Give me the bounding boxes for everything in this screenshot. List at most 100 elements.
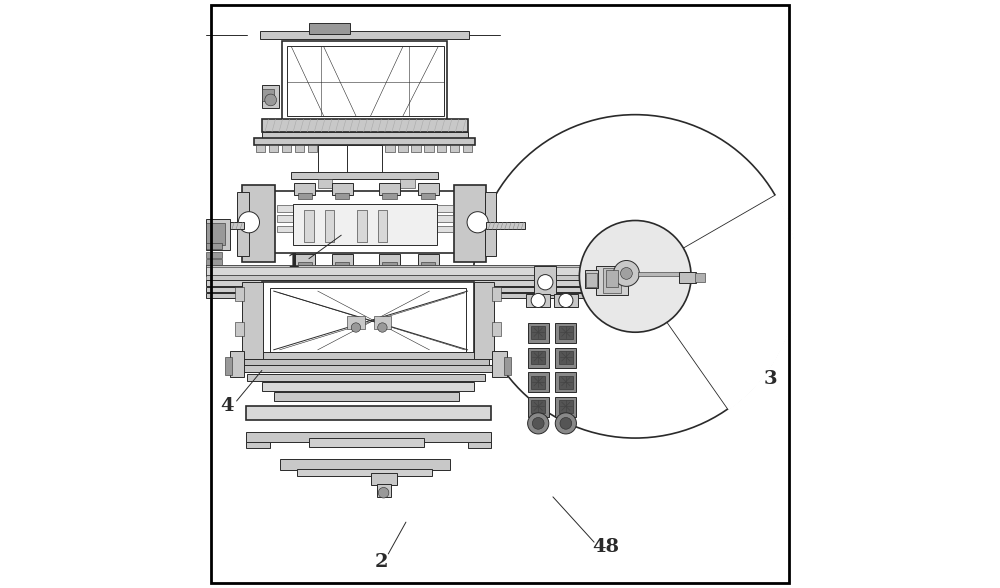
Bar xyxy=(304,210,314,242)
Bar xyxy=(308,145,317,152)
Bar xyxy=(492,322,501,336)
Bar xyxy=(225,357,232,375)
Bar xyxy=(357,210,367,242)
Bar xyxy=(298,262,312,268)
Bar xyxy=(359,145,369,152)
Bar xyxy=(492,351,507,377)
Bar xyxy=(528,323,549,343)
Bar xyxy=(254,138,475,145)
Bar xyxy=(206,222,244,229)
Bar xyxy=(382,193,397,199)
Bar xyxy=(262,132,468,142)
Bar xyxy=(450,145,459,152)
Bar xyxy=(270,288,466,352)
Bar xyxy=(277,226,453,232)
Bar xyxy=(269,145,278,152)
Bar xyxy=(298,193,312,199)
Bar xyxy=(262,89,274,101)
Bar xyxy=(424,145,434,152)
Bar xyxy=(372,145,382,152)
Bar xyxy=(421,193,435,199)
Bar xyxy=(246,432,491,442)
Bar xyxy=(534,266,556,295)
Bar xyxy=(206,275,688,280)
Bar xyxy=(531,326,545,339)
Bar xyxy=(287,46,444,116)
Bar xyxy=(504,357,511,375)
Bar xyxy=(526,294,550,307)
Bar xyxy=(262,119,468,132)
Bar xyxy=(247,374,485,381)
Bar xyxy=(596,266,628,295)
Bar xyxy=(262,282,474,359)
Bar xyxy=(606,270,618,287)
Bar xyxy=(418,183,439,195)
Bar xyxy=(262,382,474,391)
Bar xyxy=(555,372,576,392)
Bar xyxy=(332,254,353,266)
Bar xyxy=(242,282,263,359)
Bar xyxy=(206,266,688,276)
Bar xyxy=(294,254,315,266)
Bar xyxy=(206,287,688,292)
Bar xyxy=(378,210,387,242)
Circle shape xyxy=(555,413,576,434)
Bar xyxy=(528,372,549,392)
Bar xyxy=(321,145,330,152)
Circle shape xyxy=(673,268,691,285)
Bar xyxy=(274,392,459,401)
Bar xyxy=(555,323,576,343)
Text: 1: 1 xyxy=(286,253,300,270)
Bar xyxy=(463,145,472,152)
Bar xyxy=(262,85,279,108)
Bar xyxy=(242,359,489,365)
Bar xyxy=(347,316,365,329)
Bar xyxy=(418,254,439,266)
Bar xyxy=(334,145,343,152)
Circle shape xyxy=(528,413,549,434)
Bar xyxy=(398,145,408,152)
Bar xyxy=(318,179,332,188)
Bar xyxy=(559,351,573,364)
Bar xyxy=(528,348,549,368)
Bar xyxy=(206,219,230,250)
Bar xyxy=(377,484,391,497)
Bar xyxy=(582,266,607,295)
Bar xyxy=(671,255,693,301)
Circle shape xyxy=(621,268,632,279)
Bar xyxy=(559,376,573,389)
Bar xyxy=(282,41,447,121)
Bar xyxy=(280,459,450,470)
Bar xyxy=(318,145,353,176)
Bar xyxy=(559,400,573,413)
Bar xyxy=(206,265,688,267)
Bar xyxy=(262,191,474,253)
Bar xyxy=(206,259,222,265)
Wedge shape xyxy=(635,195,799,410)
Bar xyxy=(585,270,598,288)
Bar xyxy=(235,322,244,336)
Bar xyxy=(277,215,453,222)
Bar xyxy=(206,243,222,249)
Bar xyxy=(486,222,525,229)
Bar xyxy=(309,438,424,447)
Bar xyxy=(293,204,437,245)
Bar xyxy=(206,252,222,258)
Bar xyxy=(411,145,421,152)
Bar xyxy=(603,268,621,293)
Circle shape xyxy=(378,487,389,498)
Bar xyxy=(325,210,334,242)
Bar xyxy=(555,397,576,417)
Bar xyxy=(485,192,496,256)
Circle shape xyxy=(559,293,573,308)
Bar xyxy=(379,183,400,195)
Circle shape xyxy=(474,115,797,438)
Bar xyxy=(237,192,249,256)
Bar xyxy=(297,469,432,476)
Bar xyxy=(468,442,491,448)
Bar xyxy=(206,223,225,245)
Bar xyxy=(256,145,265,152)
Circle shape xyxy=(378,323,387,332)
Circle shape xyxy=(538,275,553,290)
Circle shape xyxy=(618,273,633,289)
